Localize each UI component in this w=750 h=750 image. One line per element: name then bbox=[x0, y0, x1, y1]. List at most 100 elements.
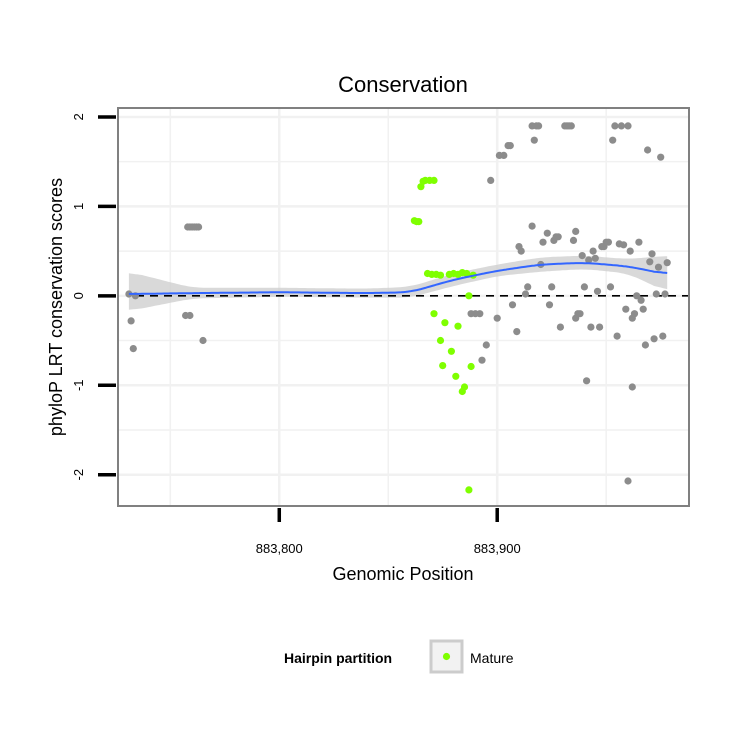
other-point bbox=[646, 258, 654, 266]
y-tick-label: -2 bbox=[71, 469, 86, 481]
y-tick-label: 0 bbox=[71, 292, 86, 299]
other-point bbox=[633, 292, 641, 300]
other-point bbox=[611, 122, 619, 130]
other-point bbox=[524, 283, 532, 291]
other-point bbox=[513, 328, 521, 336]
other-point bbox=[639, 305, 647, 313]
mature-point bbox=[447, 347, 455, 355]
y-tick-label: -1 bbox=[71, 379, 86, 391]
x-axis-title: Genomic Position bbox=[332, 564, 473, 584]
other-point bbox=[476, 310, 484, 318]
mature-point bbox=[463, 269, 471, 278]
plot-panel-border bbox=[117, 107, 690, 507]
mature-point bbox=[436, 271, 445, 279]
legend-label-mature: Mature bbox=[470, 650, 514, 666]
other-point bbox=[576, 310, 584, 318]
other-point bbox=[661, 290, 669, 298]
other-point bbox=[517, 247, 525, 255]
other-point bbox=[624, 122, 632, 130]
other-point bbox=[129, 345, 137, 353]
other-point bbox=[617, 122, 626, 130]
other-point bbox=[652, 290, 660, 298]
smooth-line-layer bbox=[128, 262, 668, 295]
other-point bbox=[578, 252, 586, 260]
other-point bbox=[554, 233, 562, 241]
other-point bbox=[587, 323, 595, 331]
other-point bbox=[539, 238, 547, 246]
other-point bbox=[195, 223, 203, 231]
points-layer bbox=[125, 122, 671, 494]
other-point bbox=[521, 290, 530, 298]
mature-point bbox=[465, 292, 473, 300]
mature-point bbox=[454, 322, 462, 330]
other-point bbox=[545, 301, 554, 309]
other-point bbox=[657, 153, 665, 161]
other-point bbox=[548, 283, 556, 291]
chart-title: Conservation bbox=[338, 72, 468, 97]
other-point bbox=[199, 336, 207, 345]
mature-point bbox=[436, 336, 445, 345]
mature-point bbox=[417, 183, 425, 191]
x-tick-label: 883,900 bbox=[474, 541, 521, 556]
other-point bbox=[637, 296, 645, 304]
mature-point bbox=[465, 486, 473, 494]
other-point bbox=[482, 341, 490, 349]
mature-point bbox=[452, 372, 460, 380]
other-point bbox=[543, 229, 551, 237]
other-point bbox=[648, 250, 656, 258]
other-point bbox=[596, 323, 604, 331]
other-point bbox=[500, 151, 508, 159]
mature-point bbox=[430, 310, 438, 318]
other-point bbox=[583, 377, 591, 385]
mature-point bbox=[415, 218, 423, 226]
other-point bbox=[628, 383, 636, 391]
other-point bbox=[606, 283, 615, 291]
legend-mature-dot bbox=[442, 652, 451, 661]
other-point bbox=[663, 259, 671, 267]
other-point bbox=[620, 241, 628, 249]
y-tick-label: 2 bbox=[71, 113, 86, 120]
y-axis-title: phyloP LRT conservation scores bbox=[46, 178, 66, 436]
other-point bbox=[630, 310, 639, 318]
other-point bbox=[567, 122, 575, 130]
mature-point bbox=[430, 176, 438, 184]
other-point bbox=[593, 287, 602, 295]
mature-point bbox=[467, 362, 475, 371]
other-point bbox=[650, 335, 658, 343]
loess-smooth-line bbox=[128, 262, 668, 295]
other-point bbox=[493, 314, 501, 322]
other-point bbox=[613, 332, 621, 340]
other-point bbox=[589, 247, 597, 255]
other-point bbox=[528, 222, 536, 230]
mature-point bbox=[460, 383, 469, 391]
other-point bbox=[580, 283, 589, 291]
other-point bbox=[478, 356, 486, 364]
legend: Hairpin partition Mature bbox=[284, 639, 514, 674]
x-tick-label: 883,800 bbox=[256, 541, 303, 556]
y-tick-label: 1 bbox=[71, 203, 86, 210]
grid bbox=[118, 108, 689, 506]
other-point bbox=[635, 238, 643, 246]
other-point bbox=[556, 323, 565, 331]
other-point bbox=[609, 136, 617, 144]
other-point bbox=[487, 176, 495, 184]
other-point bbox=[626, 247, 634, 255]
other-point bbox=[604, 238, 613, 246]
other-point bbox=[572, 227, 580, 235]
mature-point bbox=[439, 362, 447, 370]
other-point bbox=[508, 301, 517, 309]
other-point bbox=[569, 236, 578, 244]
other-point bbox=[644, 146, 652, 154]
axes-layer: 883,800 883,900 -2 -1 0 1 2 bbox=[71, 113, 521, 556]
other-point bbox=[659, 332, 667, 340]
other-point bbox=[127, 317, 135, 325]
legend-title: Hairpin partition bbox=[284, 650, 392, 666]
other-point bbox=[530, 136, 538, 144]
mature-point bbox=[441, 319, 449, 327]
other-point bbox=[654, 263, 663, 271]
other-point bbox=[506, 142, 514, 150]
other-point bbox=[591, 254, 599, 262]
other-point bbox=[186, 311, 194, 320]
other-point bbox=[585, 256, 593, 264]
